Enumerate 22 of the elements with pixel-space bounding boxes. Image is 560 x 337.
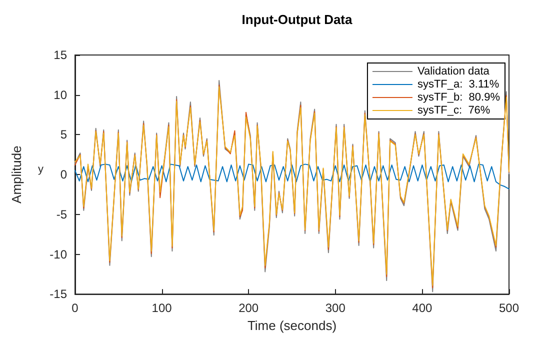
y-tick-label: -5 bbox=[56, 207, 68, 222]
y-tick-label: 0 bbox=[60, 168, 68, 182]
x-tick-label: 500 bbox=[498, 301, 520, 316]
line-series bbox=[74, 164, 510, 190]
y-tick-label: 10 bbox=[54, 88, 68, 102]
x-tick-label: 300 bbox=[325, 301, 346, 316]
legend-label: sysTF_b: 80.9% bbox=[417, 92, 500, 104]
chart-title: Input-Output Data bbox=[242, 12, 353, 27]
y-tick-label: -15 bbox=[50, 287, 68, 302]
y-axis-title: Amplitude bbox=[9, 146, 24, 204]
x-tick-label: 200 bbox=[238, 301, 259, 316]
y-tick-label: 15 bbox=[54, 48, 68, 62]
x-tick-label: 0 bbox=[72, 301, 79, 316]
legend-label: sysTF_c: 76% bbox=[417, 104, 490, 116]
y-tick-label: -10 bbox=[50, 247, 68, 262]
y-tick-label: 5 bbox=[60, 128, 68, 142]
legend-label: Validation data bbox=[417, 66, 490, 78]
legend-label: sysTF_a: 3.11% bbox=[417, 78, 500, 90]
x-axis-title: Time (seconds) bbox=[247, 318, 337, 333]
text: y bbox=[38, 164, 44, 176]
x-tick-label: 400 bbox=[412, 301, 433, 316]
x-tick-label: 100 bbox=[152, 301, 172, 316]
